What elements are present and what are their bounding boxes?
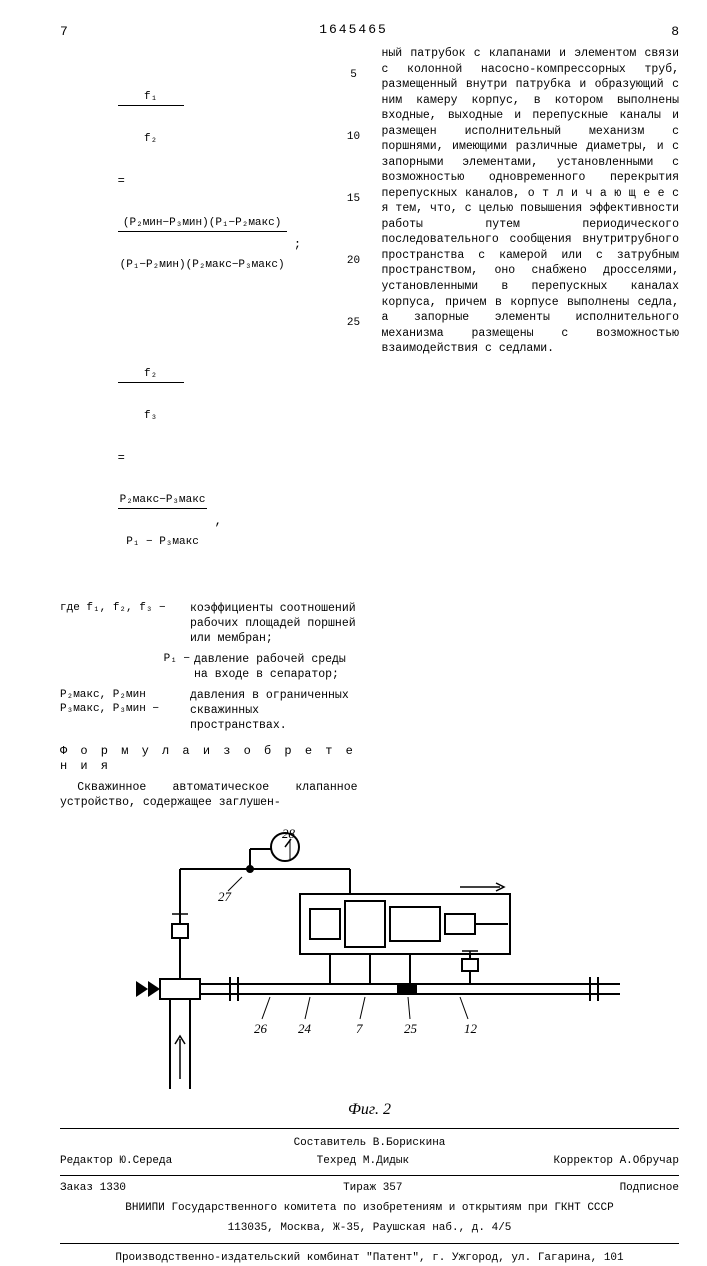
claims-heading: Ф о р м у л а и з о б р е т е н и я (60, 744, 358, 774)
col-left-number: 7 (60, 24, 68, 40)
org-line: ВНИИПИ Государственного комитета по изоб… (60, 1200, 679, 1217)
publisher-line: Производственно-издательский комбинат "П… (60, 1250, 679, 1266)
col-right-number: 8 (671, 24, 679, 40)
left-paragraph: Скважинное автоматическое клапанное устр… (60, 780, 358, 811)
figure-caption: Фиг. 2 (60, 1100, 679, 1120)
line-number-gutter: 5 10 15 20 25 (345, 70, 363, 380)
where2-text: давление рабочей среды на входе в сепара… (194, 653, 358, 683)
where1-text: коэффициенты соотношений рабочих площаде… (190, 602, 358, 647)
formula1-rhs-den: (P₁−P₂мин)(P₂макс−P₃макс) (118, 259, 287, 273)
svg-text:28: 28 (282, 829, 296, 841)
line-number: 20 (345, 256, 363, 267)
formula1-rhs-num: (P₂мин−P₃мин)(P₁−P₂макс) (118, 217, 287, 232)
order-row: Заказ 1330 Тираж 357 Подписное (60, 1182, 679, 1196)
left-column: f₁ f₂ = (P₂мин−P₃мин)(P₁−P₂макс) (P₁−P₂м… (60, 46, 358, 811)
org-address: 113035, Москва, Ж-35, Раушская наб., д. … (60, 1220, 679, 1237)
compiler-line: Составитель В.Борискина (60, 1135, 679, 1152)
figure-svg: 27 28 26 24 7 25 12 (110, 829, 630, 1089)
formula1-lhs-den: f₂ (118, 133, 184, 147)
formula2-lhs-num: f₂ (118, 368, 184, 383)
svg-text:27: 27 (218, 889, 232, 904)
formula1-lhs-num: f₁ (118, 91, 184, 106)
svg-text:25: 25 (404, 1021, 418, 1036)
formula-2: f₂ f₃ = P₂макс−P₃макс P₁ − P₃макс , (60, 325, 358, 592)
where3-text: давления в ограниченных скважинных прост… (190, 689, 358, 734)
where2-symbol: P₁ − (60, 653, 194, 667)
where1-symbol: f₁, f₂, f₃ − (86, 602, 165, 614)
where-block: где f₁, f₂, f₃ − коэффициенты соотношени… (60, 602, 358, 734)
svg-text:24: 24 (298, 1021, 312, 1036)
divider (60, 1243, 679, 1244)
publication-block: Составитель В.Борискина Редактор Ю.Серед… (60, 1128, 679, 1266)
credits-row: Редактор Ю.Середа Техред М.Дидык Коррект… (60, 1155, 679, 1169)
text-columns: f₁ f₂ = (P₂мин−P₃мин)(P₁−P₂макс) (P₁−P₂м… (60, 46, 679, 811)
divider (60, 1175, 679, 1176)
line-number: 15 (345, 194, 363, 205)
svg-text:26: 26 (254, 1021, 268, 1036)
right-paragraph: ный патрубок с клапанами и элементом свя… (382, 46, 680, 356)
where3-symbol: P₂макс, P₂мин P₃макс, P₃мин − (60, 689, 190, 717)
formula2-rhs-den: P₁ − P₃макс (118, 536, 208, 550)
figure: 27 28 26 24 7 25 12 Фиг. 2 (60, 829, 679, 1120)
formula2-lhs-den: f₃ (118, 410, 184, 424)
line-number: 5 (345, 70, 363, 81)
page: 1645465 7 8 5 10 15 20 25 f₁ f₂ = (P₂мин… (0, 0, 707, 1000)
where-label: где (60, 602, 80, 614)
line-number: 25 (345, 318, 363, 329)
svg-text:12: 12 (464, 1021, 478, 1036)
patent-number: 1645465 (319, 22, 388, 38)
right-column: ный патрубок с клапанами и элементом свя… (382, 46, 680, 811)
svg-text:7: 7 (356, 1021, 363, 1036)
line-number: 10 (345, 132, 363, 143)
divider (60, 1128, 679, 1129)
formula2-rhs-num: P₂макс−P₃макс (118, 494, 208, 509)
formula-1: f₁ f₂ = (P₂мин−P₃мин)(P₁−P₂макс) (P₁−P₂м… (60, 48, 358, 315)
